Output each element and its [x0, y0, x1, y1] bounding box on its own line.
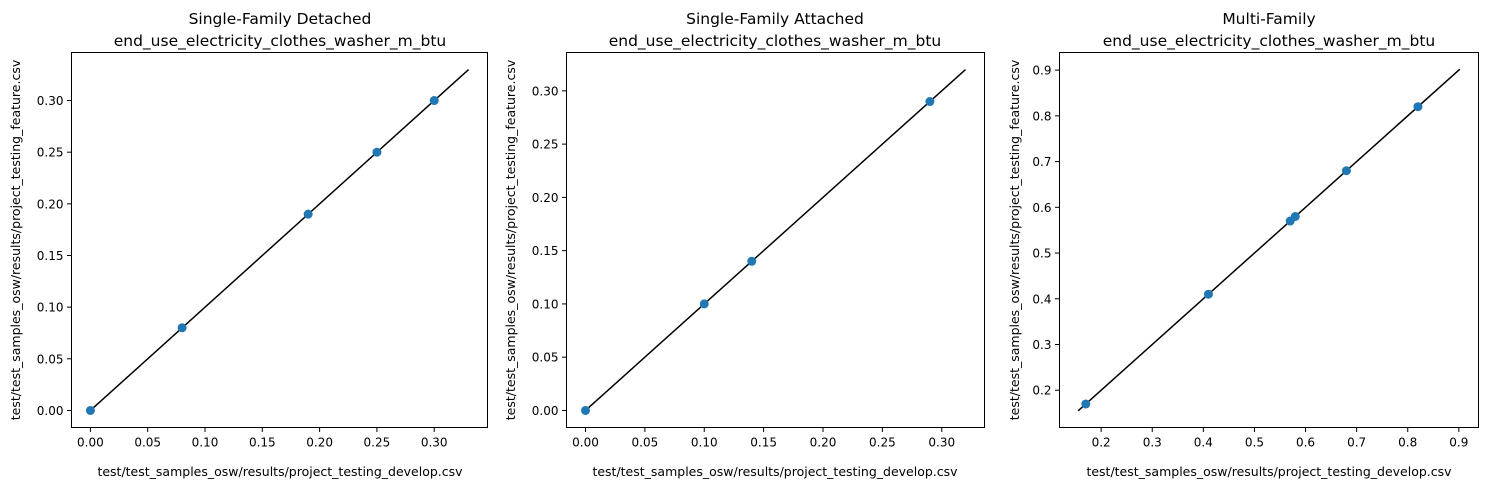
panel-2-axes-frame: [566, 52, 985, 428]
panel-1-y-tick-label: 0.15: [37, 249, 64, 263]
panel-3-y-tick-label: 0.8: [1032, 109, 1051, 123]
panel-2-title-line1: Single-Family Attached: [686, 10, 864, 28]
panel-1-y-tick-label: 0.00: [37, 404, 64, 418]
panel-1-x-tick-label: 0.15: [249, 436, 276, 450]
panel-3-plot: 0.2 0.3 0.4 0.5 0.6 0.7 0.8 0.9 0.2 0.3 0.4 0.5 0.6 0…: [1032, 64, 1468, 450]
panel-2-data-point: [699, 299, 709, 309]
panel-3-x-tick-label: 0.2: [1092, 436, 1111, 450]
panel-3-y-tick-label: 0.5: [1032, 247, 1051, 261]
panel-1-title-line1: Single-Family Detached: [189, 10, 372, 28]
panel-3-y-tick-label: 0.4: [1032, 292, 1051, 306]
panel-2-y-tick-label: 0.20: [532, 191, 559, 205]
panel-2: Single-Family Attached end_use_electrici…: [503, 10, 985, 479]
panel-3-data-point: [1290, 211, 1300, 221]
panel-3-title-line1: Multi-Family: [1222, 10, 1315, 28]
panel-2-y-axis-label: test/test_samples_osw/results/project_te…: [503, 59, 518, 420]
panel-3-x-tick-label: 0.4: [1194, 436, 1213, 450]
panel-2-title-line2: end_use_electricity_clothes_washer_m_btu: [609, 32, 942, 51]
panel-1-x-axis-label: test/test_samples_osw/results/project_te…: [97, 464, 463, 479]
panel-2-data-point: [925, 97, 935, 107]
panel-3-x-tick-label: 0.3: [1143, 436, 1162, 450]
panel-1-data-point: [303, 209, 313, 219]
panel-2-y-tick-label: 0.30: [532, 84, 559, 98]
panel-2-y-tick-label: 0.25: [532, 138, 559, 152]
panel-1-y-axis-label: test/test_samples_osw/results/project_te…: [8, 59, 23, 420]
panel-3-data-point: [1413, 102, 1423, 112]
panel-1-plot: 0.00 0.05 0.10 0.15 0.20 0.25 0.30 0.00 0.05 0.10…: [37, 68, 470, 450]
panel-3-x-tick-label: 0.5: [1245, 436, 1264, 450]
panel-2-reference-line: [584, 68, 967, 412]
panel-2-x-tick-label: 0.25: [869, 436, 896, 450]
panel-1: Single-Family Detached end_use_electrici…: [8, 10, 488, 479]
panel-1-title-line2: end_use_electricity_clothes_washer_m_btu: [114, 32, 447, 51]
panel-3-x-tick-label: 0.8: [1398, 436, 1417, 450]
panel-2-x-tick-label: 0.00: [572, 436, 599, 450]
panel-3-reference-line: [1077, 68, 1461, 412]
panel-1-x-tick-label: 0.00: [77, 436, 104, 450]
panel-1-x-tick-label: 0.10: [192, 436, 219, 450]
panel-3-data-point: [1203, 289, 1213, 299]
panel-2-y-tick-label: 0.05: [532, 351, 559, 365]
panel-1-data-point: [85, 405, 95, 415]
panel-2-x-axis-label: test/test_samples_osw/results/project_te…: [592, 464, 958, 479]
panel-3-y-tick-label: 0.3: [1032, 338, 1051, 352]
panel-3-axes-frame: [1059, 52, 1479, 428]
panel-2-y-tick-label: 0.00: [532, 404, 559, 418]
panel-1-y-tick-label: 0.05: [37, 352, 64, 366]
panel-1-x-tick-label: 0.25: [364, 436, 391, 450]
panel-3-data-point: [1341, 166, 1351, 176]
panel-2-y-tick-label: 0.10: [532, 297, 559, 311]
panel-1-y-tick-label: 0.30: [37, 94, 64, 108]
panel-1-x-tick-label: 0.05: [134, 436, 161, 450]
panel-3-y-tick-label: 0.2: [1032, 384, 1051, 398]
panel-3-y-tick-label: 0.9: [1032, 64, 1051, 78]
panel-1-reference-line: [89, 68, 470, 412]
panel-2-x-tick-label: 0.05: [632, 436, 659, 450]
panel-3-x-axis-label: test/test_samples_osw/results/project_te…: [1086, 464, 1452, 479]
panel-1-x-tick-label: 0.30: [421, 436, 448, 450]
panel-2-x-tick-label: 0.10: [691, 436, 718, 450]
panel-3-y-tick-label: 0.6: [1032, 201, 1051, 215]
panel-1-data-point: [429, 96, 439, 106]
panel-1-x-tick-label: 0.20: [306, 436, 333, 450]
panel-2-x-tick-label: 0.15: [750, 436, 777, 450]
panel-3-x-tick-label: 0.9: [1449, 436, 1468, 450]
panel-1-axes-frame: [71, 52, 488, 428]
panel-3-y-axis-label: test/test_samples_osw/results/project_te…: [1007, 59, 1022, 420]
panel-3-data-point: [1081, 399, 1091, 409]
panel-3-x-tick-label: 0.6: [1296, 436, 1315, 450]
panel-2-x-tick-label: 0.30: [928, 436, 955, 450]
panel-1-data-point: [372, 147, 382, 157]
panel-3-y-tick-label: 0.7: [1032, 155, 1051, 169]
panel-2-plot: 0.00 0.05 0.10 0.15 0.20 0.25 0.30 0.00 0.05 0.10…: [532, 68, 967, 450]
panel-3-title-line2: end_use_electricity_clothes_washer_m_btu: [1103, 32, 1436, 51]
panel-1-data-point: [177, 323, 187, 333]
panel-1-y-tick-label: 0.25: [37, 146, 64, 160]
panel-2-y-tick-label: 0.15: [532, 244, 559, 258]
panel-1-y-tick-label: 0.10: [37, 301, 64, 315]
panel-3: Multi-Family end_use_electricity_clothes…: [1007, 10, 1479, 479]
panel-3-x-tick-label: 0.7: [1347, 436, 1366, 450]
panel-2-data-point: [747, 256, 757, 266]
panel-2-x-tick-label: 0.20: [810, 436, 837, 450]
panel-2-data-point: [581, 405, 590, 415]
panel-1-y-tick-label: 0.20: [37, 197, 64, 211]
